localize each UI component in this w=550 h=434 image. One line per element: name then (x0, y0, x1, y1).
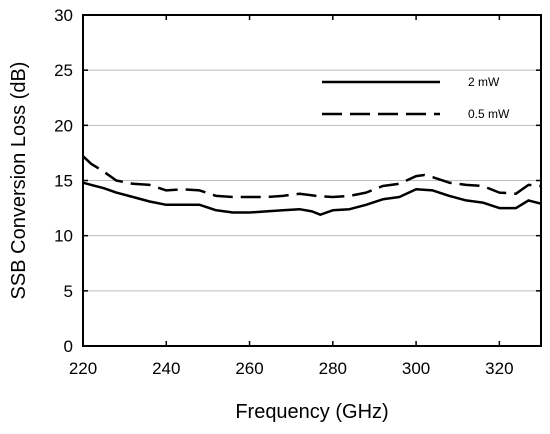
x-tick-label: 280 (319, 359, 347, 378)
y-tick-label: 0 (64, 337, 73, 356)
x-axis-title: Frequency (GHz) (235, 401, 388, 423)
series-layer (82, 155, 542, 216)
x-tick-label: 260 (235, 359, 263, 378)
x-axis: 220 240 260 280 300 320 (69, 15, 514, 378)
x-tick-label: 220 (69, 359, 97, 378)
y-tick-label: 5 (64, 282, 73, 301)
y-tick-label: 25 (54, 61, 73, 80)
y-axis-title: SSB Conversion Loss (dB) (8, 62, 30, 300)
x-tick-label: 300 (402, 359, 430, 378)
legend-label: 2 mW (468, 75, 500, 89)
y-tick-label: 10 (54, 227, 73, 246)
legend-label: 0.5 mW (468, 107, 510, 121)
y-axis: 0 5 10 15 20 25 30 (54, 6, 541, 356)
legend: 2 mW 0.5 mW (322, 75, 510, 121)
y-tick-label: 30 (54, 6, 73, 25)
x-tick-label: 240 (152, 359, 180, 378)
x-tick-label: 320 (485, 359, 513, 378)
y-tick-label: 20 (54, 116, 73, 135)
y-tick-label: 15 (54, 172, 73, 191)
series-line-0-5-mw (82, 155, 542, 199)
gridlines (83, 69, 541, 292)
series-line-2-mw (82, 181, 542, 216)
